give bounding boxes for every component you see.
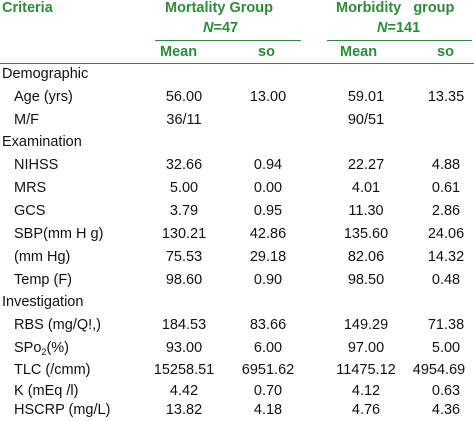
row-label: M/F xyxy=(14,112,39,128)
mortality-header-rule xyxy=(155,40,301,41)
mortality-mean-header: Mean xyxy=(160,44,198,60)
morbidity-so-cell: 24.06 xyxy=(427,226,465,242)
morbidity-so-cell: 4.88 xyxy=(431,157,461,173)
morbidity-group-header: Morbidity group xyxy=(336,0,455,16)
mortality-so-cell: 13.00 xyxy=(249,89,287,105)
section-title-demographic: Demographic xyxy=(2,66,89,82)
mortality-mean-cell: 3.79 xyxy=(169,203,199,219)
mortality-mean-cell: 56.00 xyxy=(165,89,203,105)
header-bottom-rule xyxy=(0,63,474,64)
mortality-so-cell: 0.94 xyxy=(253,157,283,173)
mortality-mean-cell: 32.66 xyxy=(165,157,203,173)
morbidity-so-cell: 5.00 xyxy=(431,340,461,356)
morbidity-mean-cell: 4.12 xyxy=(351,383,381,399)
mortality-mean-cell: 13.82 xyxy=(165,402,203,418)
mortality-so-header: so xyxy=(258,44,275,60)
row-label: HSCRP (mg/L) xyxy=(14,402,111,418)
morbidity-so-cell: 2.86 xyxy=(431,203,461,219)
mortality-mean-cell: 75.53 xyxy=(165,249,203,265)
row-label: SBP(mm H g) xyxy=(14,226,104,242)
row-label: RBS (mg/Q!,) xyxy=(14,317,102,333)
mortality-so-cell: 42.86 xyxy=(249,226,287,242)
row-label: MRS xyxy=(14,180,47,196)
mortality-so-cell: 29.18 xyxy=(249,249,287,265)
morbidity-n-label: N=141 xyxy=(377,20,420,36)
mortality-mean-cell: 5.00 xyxy=(169,180,199,196)
mortality-so-cell: 0.90 xyxy=(253,272,283,288)
morbidity-mean-cell: 97.00 xyxy=(347,340,385,356)
morbidity-mean-cell: 98.50 xyxy=(347,272,385,288)
morbidity-mean-header: Mean xyxy=(340,44,378,60)
morbidity-mean-cell: 149.29 xyxy=(343,317,389,333)
mortality-so-cell: 0.70 xyxy=(253,383,283,399)
morbidity-mean-cell: 4.76 xyxy=(351,402,381,418)
mortality-group-header: Mortality Group xyxy=(165,0,273,16)
spo2-label-base: SPo xyxy=(14,340,42,356)
mortality-so-cell: 6.00 xyxy=(253,340,283,356)
mortality-n-value: =47 xyxy=(213,20,239,36)
mortality-so-cell: 0.95 xyxy=(253,203,283,219)
section-title-examination: Examination xyxy=(2,134,82,150)
mortality-mean-cell: 98.60 xyxy=(165,272,203,288)
section-title-investigation: Investigation xyxy=(2,294,84,310)
morbidity-mean-cell: 59.01 xyxy=(347,89,385,105)
morbidity-header-rule xyxy=(327,40,472,41)
mortality-mean-cell: 184.53 xyxy=(161,317,207,333)
mortality-so-cell: 4.18 xyxy=(253,402,283,418)
mortality-mean-cell: 36/11 xyxy=(166,112,202,128)
criteria-header: Criteria xyxy=(2,0,53,16)
morbidity-mean-cell: 11475.12 xyxy=(336,362,396,378)
mortality-mean-cell: 130.21 xyxy=(161,226,207,242)
mortality-mean-cell: 15258.51 xyxy=(153,362,215,378)
row-label: TLC (/cmm) xyxy=(14,362,91,378)
morbidity-so-cell: 4954.69 xyxy=(412,362,466,378)
morbidity-mean-cell: 4.01 xyxy=(351,180,381,196)
spo2-label-subscript: 2 xyxy=(41,347,47,357)
mortality-mean-cell: 93.00 xyxy=(165,340,203,356)
mortality-so-cell: 6951.62 xyxy=(241,362,295,378)
row-label: GCS xyxy=(14,203,46,219)
morbidity-mean-cell: 135.60 xyxy=(343,226,389,242)
row-label: SPo2(%) xyxy=(14,340,69,357)
mortality-mean-cell: 4.42 xyxy=(169,383,199,399)
morbidity-so-cell: 0.61 xyxy=(431,180,461,196)
morbidity-so-cell: 14.32 xyxy=(427,249,465,265)
row-label: NIHSS xyxy=(14,157,59,173)
mortality-so-cell: 0.00 xyxy=(253,180,283,196)
mortality-n-italic: N xyxy=(203,20,214,36)
morbidity-n-value: =141 xyxy=(387,20,421,36)
morbidity-mean-cell: 22.27 xyxy=(347,157,385,173)
mortality-so-cell: 83.66 xyxy=(249,317,287,333)
row-label: Temp (F) xyxy=(14,272,72,288)
morbidity-mean-cell: 11.30 xyxy=(348,203,384,219)
morbidity-so-cell: 13.35 xyxy=(427,89,465,105)
row-label: Age (yrs) xyxy=(14,89,73,105)
morbidity-so-header: so xyxy=(437,44,454,60)
morbidity-so-cell: 0.63 xyxy=(431,383,461,399)
morbidity-mean-cell: 82.06 xyxy=(347,249,385,265)
morbidity-mean-cell: 90/51 xyxy=(347,112,385,128)
row-label: (mm Hg) xyxy=(14,249,71,265)
spo2-label-suffix: (%) xyxy=(46,340,69,356)
morbidity-so-cell: 0.48 xyxy=(431,272,461,288)
morbidity-n-italic: N xyxy=(377,20,388,36)
morbidity-so-cell: 71.38 xyxy=(427,317,465,333)
mortality-n-label: N=47 xyxy=(203,20,238,36)
morbidity-so-cell: 4.36 xyxy=(431,402,461,418)
row-label: K (mEq /l) xyxy=(14,383,79,399)
